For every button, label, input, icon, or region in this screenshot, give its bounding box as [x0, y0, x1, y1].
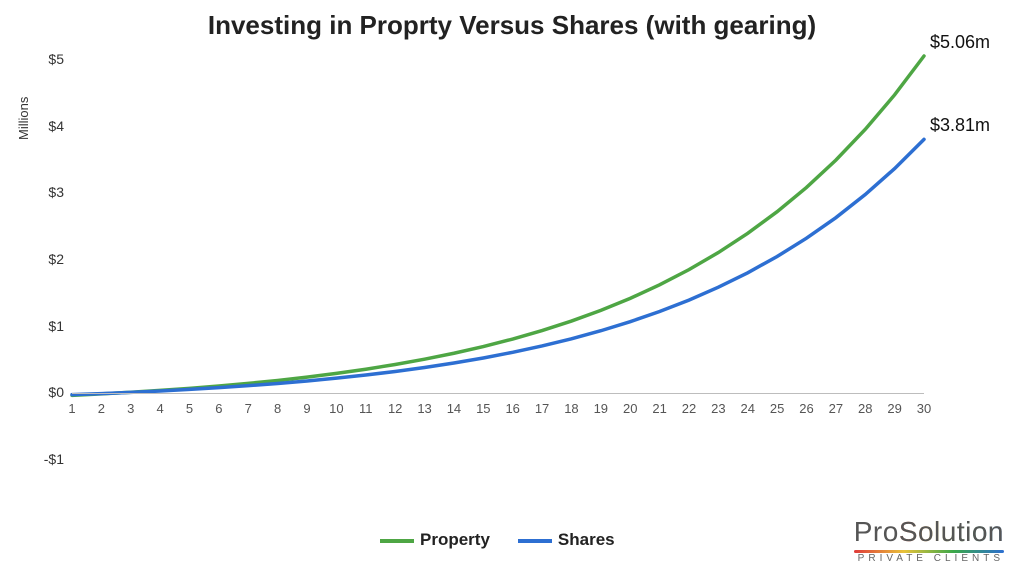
- legend-item-shares: Shares: [518, 530, 615, 550]
- y-tick: $1: [28, 318, 64, 334]
- brand-logo-subtext: PRIVATE CLIENTS: [854, 553, 1004, 564]
- end-label-property: $5.06m: [930, 32, 990, 53]
- chart-svg: [0, 0, 1024, 580]
- x-tick: 21: [652, 401, 666, 416]
- x-tick: 28: [858, 401, 872, 416]
- x-tick: 27: [829, 401, 843, 416]
- x-tick: 15: [476, 401, 490, 416]
- x-tick: 20: [623, 401, 637, 416]
- x-tick: 14: [447, 401, 461, 416]
- x-tick: 18: [564, 401, 578, 416]
- x-tick: 23: [711, 401, 725, 416]
- legend-label: Shares: [558, 530, 615, 549]
- x-tick: 5: [186, 401, 193, 416]
- x-tick: 17: [535, 401, 549, 416]
- x-tick: 26: [799, 401, 813, 416]
- x-tick: 24: [740, 401, 754, 416]
- x-tick: 19: [594, 401, 608, 416]
- x-tick: 2: [98, 401, 105, 416]
- legend-swatch: [518, 539, 552, 543]
- x-tick: 11: [359, 401, 373, 416]
- x-axis-line: [72, 393, 924, 394]
- x-tick: 7: [245, 401, 252, 416]
- legend: Property Shares: [380, 530, 615, 550]
- x-tick: 10: [329, 401, 343, 416]
- x-tick: 13: [417, 401, 431, 416]
- x-tick: 25: [770, 401, 784, 416]
- x-tick: 1: [68, 401, 75, 416]
- x-tick: 6: [215, 401, 222, 416]
- end-label-shares: $3.81m: [930, 115, 990, 136]
- y-tick: $2: [28, 251, 64, 267]
- y-tick: $0: [28, 384, 64, 400]
- x-tick: 22: [682, 401, 696, 416]
- y-tick: $3: [28, 184, 64, 200]
- y-tick: $5: [28, 51, 64, 67]
- x-tick: 30: [917, 401, 931, 416]
- series-property: [72, 56, 924, 395]
- legend-label: Property: [420, 530, 490, 549]
- x-tick: 3: [127, 401, 134, 416]
- y-tick: $4: [28, 118, 64, 134]
- x-tick: 4: [157, 401, 164, 416]
- series-shares: [72, 139, 924, 394]
- x-tick: 8: [274, 401, 281, 416]
- x-tick: 9: [303, 401, 310, 416]
- brand-logo: ProSolution PRIVATE CLIENTS: [854, 516, 1004, 564]
- x-tick: 29: [887, 401, 901, 416]
- x-tick: 12: [388, 401, 402, 416]
- legend-item-property: Property: [380, 530, 490, 550]
- legend-swatch: [380, 539, 414, 543]
- brand-logo-text: ProSolution: [854, 516, 1004, 548]
- x-tick: 16: [505, 401, 519, 416]
- y-tick: -$1: [28, 451, 64, 467]
